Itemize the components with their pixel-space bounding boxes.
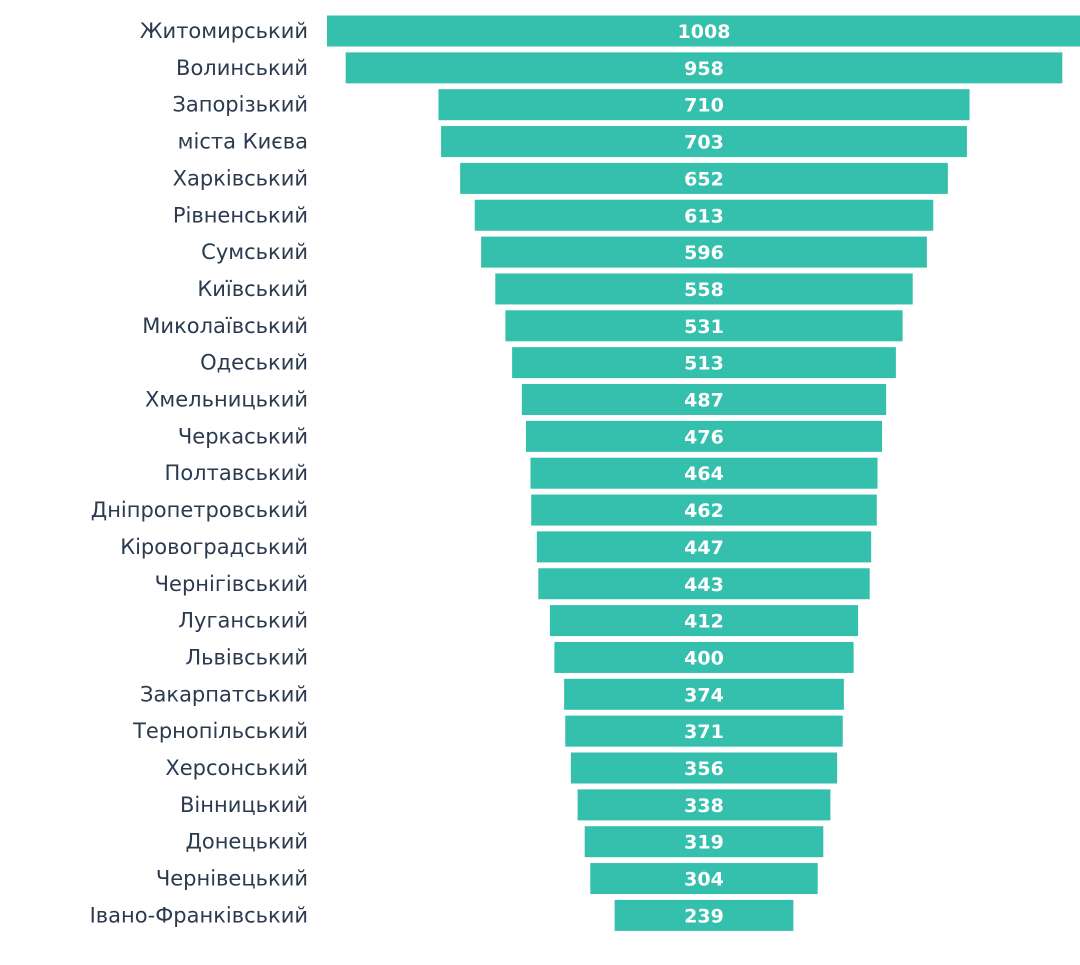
funnel-bar: [438, 89, 970, 121]
value-label: 443: [684, 574, 724, 596]
category-label: Кіровоградський: [120, 535, 308, 559]
category-label: Запорізький: [172, 93, 308, 117]
funnel-bar: [327, 15, 1080, 47]
funnel-bar: [570, 752, 838, 784]
funnel-bar: [538, 568, 870, 600]
funnel-bar: [474, 199, 934, 231]
value-label: 476: [684, 426, 724, 448]
category-label: Чернігівський: [155, 572, 308, 596]
value-label: 338: [684, 795, 724, 817]
value-label: 710: [684, 95, 724, 117]
funnel-bar: [521, 384, 887, 415]
category-label: Закарпатський: [140, 682, 308, 706]
funnel-bar: [554, 641, 854, 673]
value-label: 487: [684, 390, 724, 412]
value-label: 371: [684, 721, 724, 743]
value-label: 447: [684, 537, 724, 559]
funnel-bar: [590, 863, 818, 895]
funnel-bar: [564, 678, 844, 710]
category-label: Полтавський: [165, 461, 308, 485]
category-label: Луганський: [178, 609, 308, 633]
funnel-bar: [530, 457, 878, 489]
value-label: 304: [684, 869, 724, 891]
category-label: Харківський: [173, 166, 308, 190]
value-label: 239: [684, 905, 724, 927]
value-label: 558: [684, 279, 724, 301]
category-label: Черкаський: [178, 424, 308, 448]
value-label: 531: [684, 316, 724, 338]
funnel-bar: [495, 273, 913, 305]
funnel-bar: [345, 52, 1063, 84]
value-label: 613: [684, 205, 724, 227]
category-label: Львівський: [185, 645, 308, 669]
value-label: 464: [684, 463, 724, 485]
category-label: Івано-Франківський: [90, 903, 308, 927]
value-label: 356: [684, 758, 724, 780]
funnel-bar: [531, 494, 877, 526]
funnel-bar: [549, 605, 859, 637]
value-label: 1008: [678, 21, 731, 43]
category-label: Житомирський: [140, 19, 308, 43]
category-label: Херсонський: [165, 756, 308, 780]
category-label: Миколаївський: [142, 314, 308, 338]
funnel-bar: [614, 899, 794, 931]
category-label: Донецький: [185, 830, 308, 854]
category-label: Чернівецький: [156, 867, 308, 891]
funnel-bar: [525, 420, 883, 452]
category-label: Одеський: [200, 351, 308, 375]
value-label: 652: [684, 168, 724, 190]
category-label: Волинський: [176, 56, 308, 80]
value-label: 374: [684, 684, 724, 706]
value-label: 596: [684, 242, 724, 264]
category-label: Хмельницький: [145, 388, 308, 412]
value-label: 319: [684, 832, 724, 854]
value-label: 462: [684, 500, 724, 522]
funnel-bar: [460, 162, 948, 194]
funnel-bar: [536, 531, 872, 563]
value-label: 412: [684, 611, 724, 633]
funnel-bar: [505, 310, 903, 342]
funnel-bar: [577, 789, 831, 821]
funnel-bar: [512, 347, 896, 379]
category-label: Сумський: [201, 240, 308, 264]
value-label: 400: [684, 647, 724, 669]
category-label: Дніпропетровський: [91, 498, 308, 522]
value-label: 958: [684, 58, 724, 80]
funnel-bar: [481, 236, 927, 268]
value-label: 703: [684, 132, 724, 154]
category-label: Київський: [197, 277, 308, 301]
funnel-bar: [584, 826, 824, 858]
category-label: Вінницький: [180, 793, 308, 817]
value-label: 513: [684, 353, 724, 375]
funnel-bar: [565, 715, 843, 747]
category-label: міста Києва: [178, 130, 308, 154]
category-label: Рівненський: [173, 203, 308, 227]
category-label: Тернопільський: [132, 719, 308, 743]
funnel-bar: [441, 126, 967, 158]
